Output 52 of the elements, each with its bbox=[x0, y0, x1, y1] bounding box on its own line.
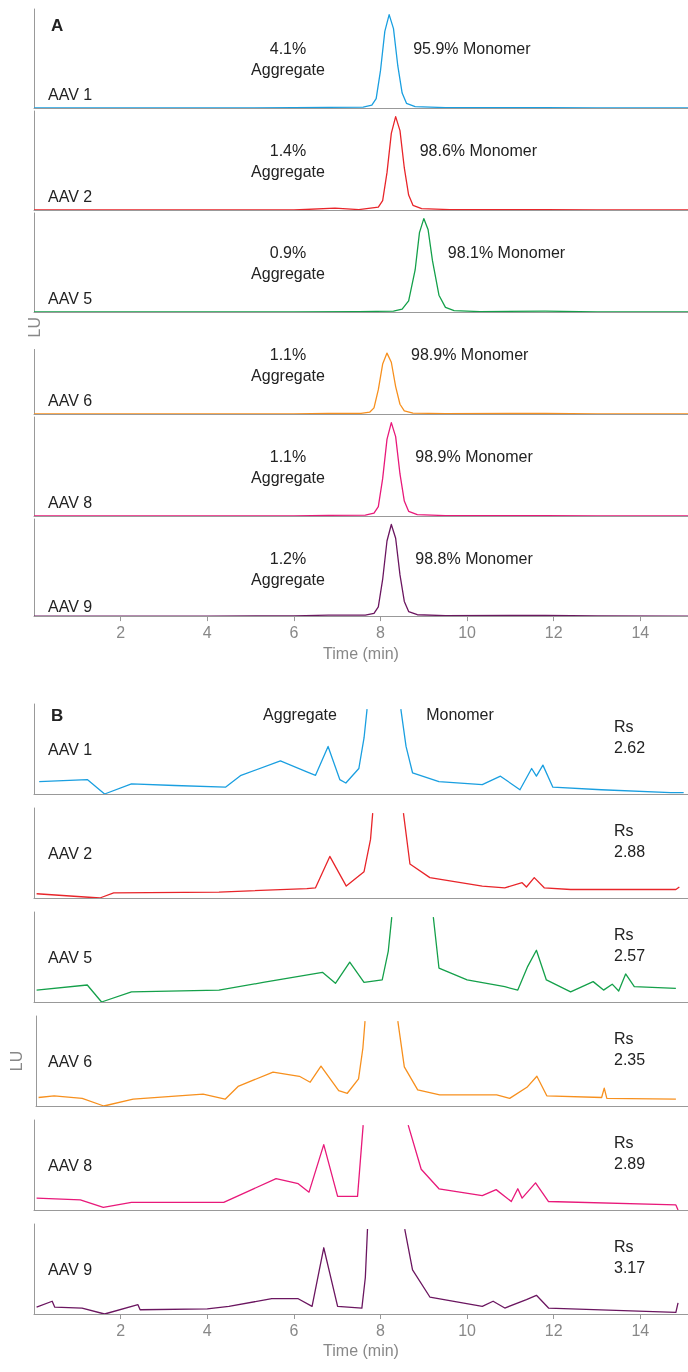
annotation: 1.4% Aggregate bbox=[251, 142, 326, 180]
x-tick-label: 6 bbox=[289, 1321, 299, 1339]
x-tick-label: 8 bbox=[376, 1321, 386, 1339]
annotation: 1.2% Aggregate bbox=[251, 550, 326, 588]
annotation: Rs 3.17 bbox=[614, 1238, 646, 1276]
annotation: 95.9% Monomer bbox=[413, 40, 532, 57]
x-tick-label: 4 bbox=[202, 623, 212, 641]
x-tick-label: 8 bbox=[376, 623, 386, 641]
annotation: Rs 2.35 bbox=[614, 1030, 646, 1068]
x-tick-label: 10 bbox=[458, 1321, 477, 1339]
x-tick-label: 4 bbox=[202, 1321, 212, 1339]
annotation: 98.9% Monomer bbox=[415, 448, 534, 465]
chart-title: A bbox=[51, 16, 64, 35]
annotation: Monomer bbox=[426, 706, 495, 723]
annotation: Rs 2.89 bbox=[614, 1134, 646, 1172]
series-label: AAV 9 bbox=[48, 1261, 93, 1279]
y-axis-title: LU bbox=[25, 317, 43, 338]
annotation: 1.1% Aggregate bbox=[251, 448, 326, 486]
annotation: Rs 2.62 bbox=[614, 718, 646, 756]
x-tick-label: 2 bbox=[116, 1321, 126, 1339]
y-axis-title: LU bbox=[7, 1050, 25, 1072]
x-axis-title: Time (min) bbox=[323, 644, 399, 662]
annotation: Rs 2.88 bbox=[614, 822, 646, 860]
series-label: AAV 2 bbox=[48, 187, 93, 205]
x-tick-label: 10 bbox=[458, 623, 477, 641]
series-label: AAV 8 bbox=[48, 493, 93, 511]
x-tick-label: 14 bbox=[631, 1321, 650, 1339]
chart-title: B bbox=[51, 706, 64, 725]
annotation: 98.9% Monomer bbox=[410, 346, 530, 363]
annotation: 4.1% Aggregate bbox=[251, 40, 326, 78]
x-tick-label: 12 bbox=[544, 1321, 563, 1339]
annotation: 98.6% Monomer bbox=[419, 142, 538, 159]
x-tick-label: 2 bbox=[116, 623, 126, 641]
series-label: AAV 6 bbox=[48, 391, 93, 409]
annotation: 98.8% Monomer bbox=[415, 550, 534, 567]
x-tick-label: 14 bbox=[631, 623, 650, 641]
annotation: Rs 2.57 bbox=[614, 926, 646, 964]
series-label: AAV 8 bbox=[48, 1157, 93, 1175]
text: AAV 2 bbox=[48, 845, 93, 863]
x-tick-label: 12 bbox=[544, 623, 563, 641]
series-label: AAV 5 bbox=[48, 949, 93, 967]
series-label: AAV 1 bbox=[48, 85, 93, 103]
series-label: AAV 1 bbox=[48, 741, 93, 759]
annotation: 98.1% Monomer bbox=[447, 244, 566, 261]
x-axis-title: Time (min) bbox=[323, 1342, 399, 1360]
annotation: 0.9% Aggregate bbox=[251, 244, 326, 282]
annotation: 1.1% Aggregate bbox=[251, 346, 326, 384]
series-label: AAV 5 bbox=[48, 289, 93, 307]
x-tick-label: 6 bbox=[289, 623, 299, 641]
series-label: AAV 9 bbox=[48, 597, 93, 615]
annotation: Aggregate bbox=[263, 706, 338, 723]
series-label: AAV 6 bbox=[48, 1053, 93, 1071]
